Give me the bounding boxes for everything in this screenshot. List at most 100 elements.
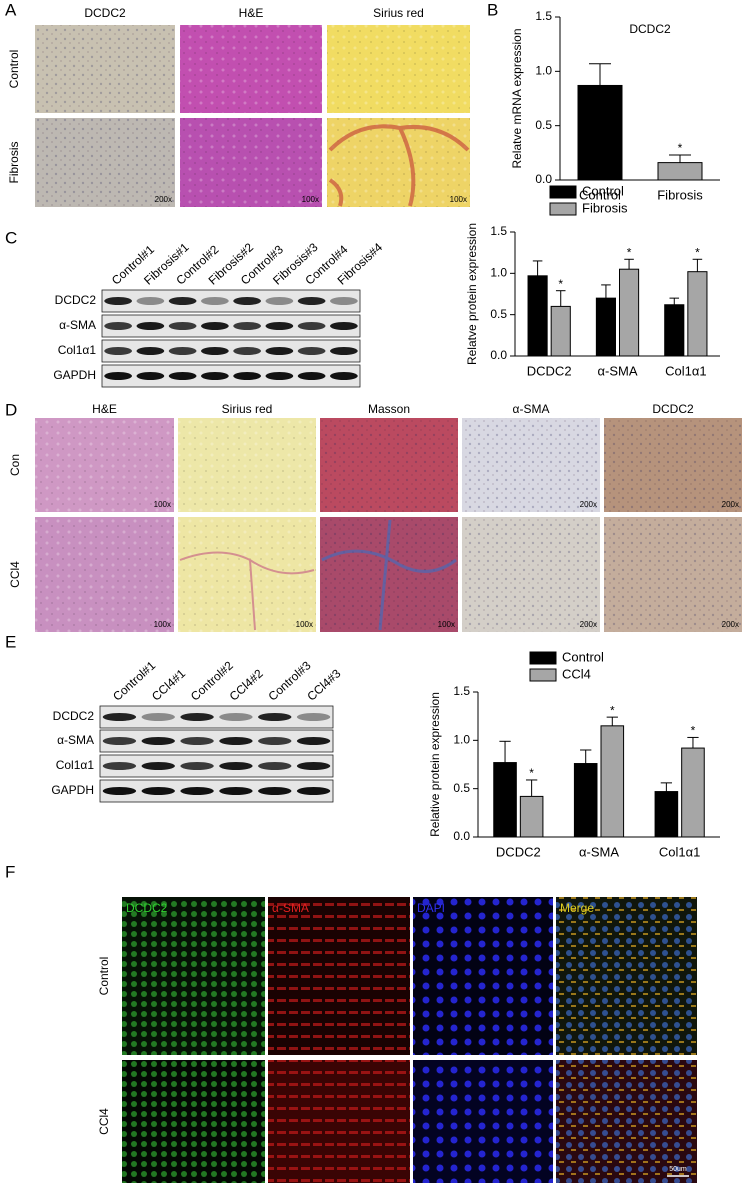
micrograph-texture — [268, 1060, 410, 1183]
protein-label: DCDC2 — [55, 293, 97, 307]
band — [219, 713, 253, 721]
band — [297, 322, 326, 330]
fibrosis-septa — [179, 551, 315, 631]
band — [136, 372, 165, 380]
blot-strip — [101, 339, 361, 363]
legend-swatch — [549, 202, 577, 216]
blot-strip — [101, 314, 361, 338]
x-tick-label: DCDC2 — [527, 363, 572, 378]
micrograph-texture — [327, 118, 470, 207]
y-tick-label: 0.5 — [535, 118, 552, 132]
y-tick-label: 0.5 — [490, 307, 507, 321]
lane-label: CCl4#2 — [227, 666, 266, 703]
scale-bar-label: 50um — [669, 1166, 687, 1173]
band — [233, 347, 261, 355]
bar — [687, 271, 708, 357]
band — [201, 347, 229, 355]
band — [180, 737, 214, 745]
magnification: 200x — [722, 620, 739, 629]
column-header: H&E — [239, 6, 264, 20]
panel-label: A — [5, 0, 17, 19]
y-tick-label: 0.0 — [490, 348, 507, 362]
band — [136, 322, 165, 330]
band — [201, 297, 229, 305]
protein-label: DCDC2 — [53, 709, 95, 723]
band — [180, 762, 214, 770]
bar — [550, 305, 571, 357]
legend-swatch — [529, 651, 557, 665]
panel-label: B — [487, 0, 498, 19]
bar — [577, 84, 623, 181]
magnification: 200x — [155, 195, 172, 204]
legend-label: Control — [582, 183, 624, 198]
micrograph-texture — [35, 517, 174, 632]
y-tick-label: 1.0 — [490, 266, 507, 280]
bar — [600, 725, 625, 838]
band — [102, 737, 137, 745]
band — [296, 787, 331, 795]
micrograph-texture — [556, 897, 697, 1055]
channel-label: DAPI — [417, 901, 445, 915]
blot-strip — [99, 779, 334, 803]
micrograph-texture — [268, 897, 410, 1055]
magnification: 100x — [302, 195, 319, 204]
micrograph-texture — [556, 1060, 697, 1183]
band — [141, 713, 175, 721]
band — [104, 347, 132, 355]
band — [296, 737, 331, 745]
panel-label: D — [5, 400, 17, 419]
column-header: DCDC2 — [84, 6, 126, 20]
band — [296, 762, 331, 770]
band — [265, 347, 294, 355]
blot-strip — [99, 754, 334, 778]
band — [104, 322, 132, 330]
significance: * — [695, 245, 700, 259]
legend-swatch — [529, 668, 557, 682]
micrograph-texture — [413, 897, 553, 1055]
band — [265, 297, 294, 305]
y-axis-label: Relatve mRNA expression — [510, 28, 524, 168]
band — [201, 322, 229, 330]
micrograph-texture — [327, 25, 470, 113]
magnification: 100x — [154, 620, 171, 629]
y-tick-label: 0.0 — [535, 172, 552, 186]
bar — [595, 297, 616, 357]
y-tick-label: 1.0 — [535, 64, 552, 78]
magnification: 200x — [580, 500, 597, 509]
magnification: 200x — [580, 620, 597, 629]
lane-label: CCl4#3 — [304, 666, 343, 703]
band — [168, 347, 197, 355]
band — [102, 762, 137, 770]
row-label: Control — [7, 50, 21, 89]
panel-label: F — [5, 862, 15, 881]
panel-label: C — [5, 228, 17, 247]
bar — [681, 747, 705, 838]
y-tick-label: 1.5 — [490, 224, 507, 238]
band — [233, 372, 261, 380]
bar — [657, 162, 703, 181]
y-axis-label: Relative protein expression — [428, 692, 442, 837]
band — [297, 297, 326, 305]
band — [258, 713, 292, 721]
band — [330, 322, 358, 330]
x-tick-label: DCDC2 — [496, 844, 541, 859]
band — [258, 762, 292, 770]
bar — [519, 795, 544, 838]
protein-label: Col1α1 — [56, 758, 95, 772]
band — [141, 762, 175, 770]
micrograph-texture — [462, 517, 600, 632]
magnification: 100x — [450, 195, 467, 204]
band — [102, 787, 137, 795]
micrograph-texture — [462, 418, 600, 512]
protein-label: Col1α1 — [58, 343, 97, 357]
x-tick-label: Col1α1 — [659, 844, 700, 859]
chart-title: DCDC2 — [629, 22, 671, 36]
column-header: Sirius red — [373, 6, 424, 20]
x-tick-label: α-SMA — [597, 363, 637, 378]
band — [180, 787, 214, 795]
micrograph-texture — [320, 418, 458, 512]
band — [297, 347, 326, 355]
band — [265, 372, 294, 380]
